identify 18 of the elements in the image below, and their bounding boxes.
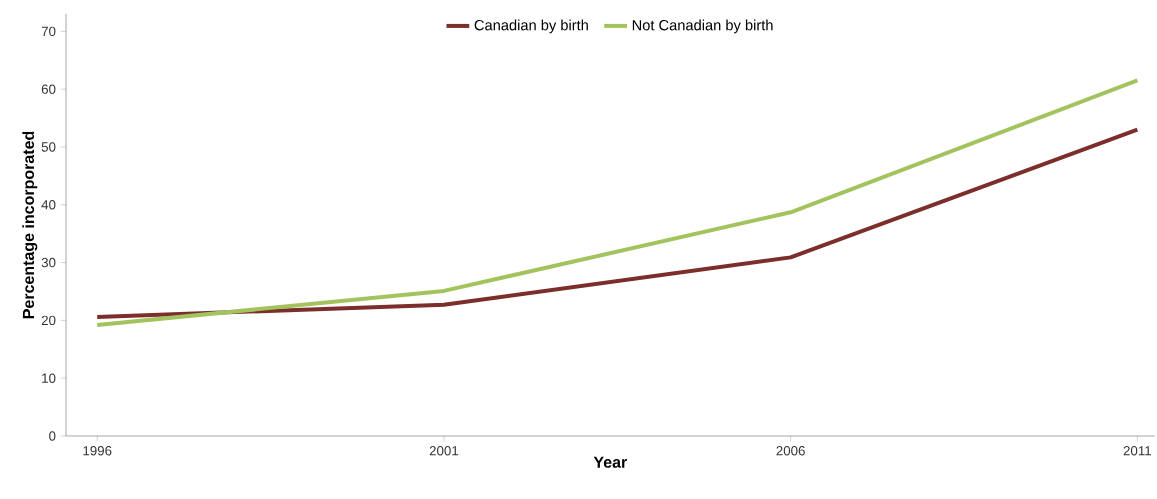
x-tick-label: 2001 xyxy=(429,446,459,456)
line-series xyxy=(95,78,1140,327)
x-tick-label: 2011 xyxy=(1123,446,1152,456)
y-tick-label: 70 xyxy=(41,26,56,37)
y-tick-label: 60 xyxy=(41,84,56,94)
y-tick-label: 0 xyxy=(49,431,56,441)
y-tick-label: 20 xyxy=(41,315,56,326)
y-tick-label: 40 xyxy=(41,200,56,210)
y-axis-title: Percentage incorporated xyxy=(22,131,38,319)
legend-label: Canadian by birth xyxy=(474,19,588,34)
line-series xyxy=(95,127,1140,319)
y-tick-label: 10 xyxy=(42,373,56,383)
y-tick-label: 50 xyxy=(41,142,56,152)
y-tick-label: 30 xyxy=(41,257,56,268)
x-axis-title: Year xyxy=(593,456,627,468)
x-tick-label: 1996 xyxy=(83,446,112,456)
x-tick-label: 2006 xyxy=(776,446,805,456)
legend-label: Not Canadian by birth xyxy=(632,19,773,34)
